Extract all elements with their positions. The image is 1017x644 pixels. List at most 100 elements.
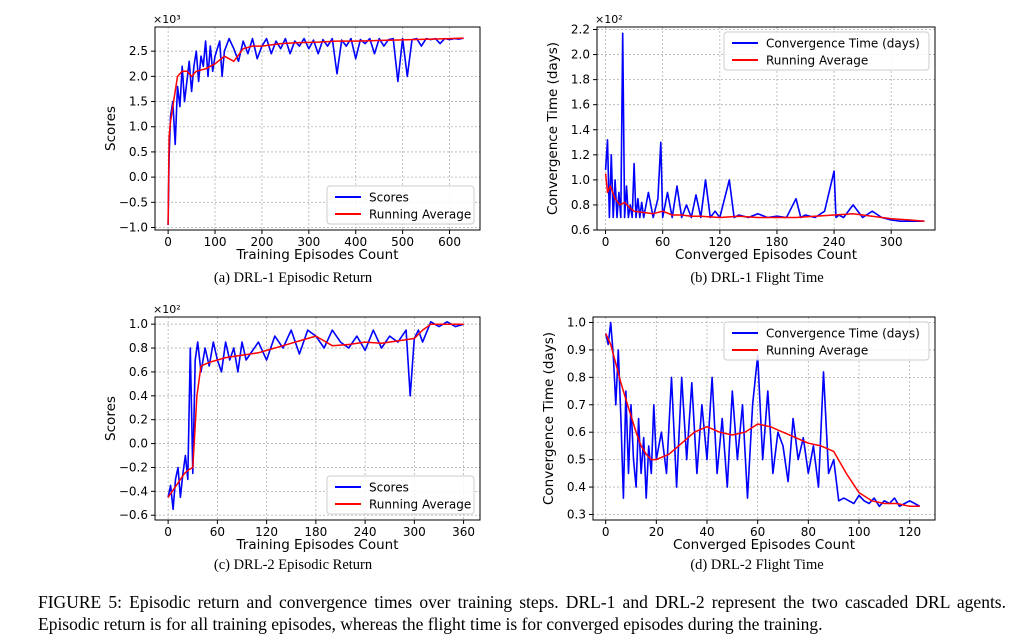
- legend-label: Scores: [369, 191, 409, 205]
- y-tick-label: 1.5: [129, 95, 148, 109]
- chart-a: 0 100 200 300 400 500 600 −1.0 −0.5 0.0 0.5 1.0 1.5 2…: [103, 13, 481, 286]
- y-tick-label: −0.4: [119, 484, 148, 498]
- legend: Scores Running Average: [326, 185, 475, 225]
- y-tick-label: 0.0: [129, 437, 148, 451]
- y-axis-label: Convergence Time (days): [545, 42, 561, 215]
- legend: Convergence Time (days) Running Average: [723, 31, 930, 71]
- x-tick-label: 400: [344, 235, 367, 249]
- x-tick-label: 120: [255, 525, 278, 539]
- x-tick-label: 600: [438, 235, 461, 249]
- legend-label: Convergence Time (days): [766, 37, 920, 51]
- y-tick-label: 1.8: [571, 73, 590, 87]
- y-tick-label: 0.9: [567, 343, 586, 357]
- legend-label: Convergence Time (days): [766, 327, 920, 341]
- x-axis-label: Training Episodes Count: [236, 247, 399, 263]
- axis-multiplier: ×10²: [153, 303, 181, 316]
- series-line-running-average: [604, 173, 925, 222]
- legend-label: Running Average: [369, 498, 471, 512]
- y-axis-label: Scores: [103, 396, 119, 441]
- y-tick-label: 0.6: [571, 223, 590, 237]
- y-tick-label: 0.7: [567, 398, 586, 412]
- y-tick-label: 1.4: [571, 123, 590, 137]
- series-line-primary: [604, 321, 921, 508]
- y-tick-label: 0.5: [129, 145, 148, 159]
- series-line-primary: [167, 37, 464, 226]
- y-tick-label: 1.6: [571, 98, 590, 112]
- legend-label: Running Average: [766, 54, 868, 68]
- y-tick-label: 0.4: [567, 480, 586, 494]
- y-tick-label: 2.0: [571, 48, 590, 62]
- subfigure-caption: (c) DRL-2 Episodic Return: [214, 557, 373, 573]
- legend-box: [723, 321, 930, 361]
- axis-multiplier: ×10³: [153, 13, 181, 26]
- series-line-running-average: [605, 333, 920, 508]
- x-tick-label: 60: [655, 235, 670, 249]
- chart-c: 0 60 120 180 240 300 360 −0.6 −0.4 −0.2 0.0 0.2 0.4 0…: [103, 303, 481, 573]
- x-tick-label: 240: [823, 235, 846, 249]
- legend-label: Scores: [369, 481, 409, 495]
- x-tick-label: 360: [452, 525, 475, 539]
- y-tick-label: 0.6: [129, 365, 148, 379]
- y-tick-label: 0.2: [129, 413, 148, 427]
- x-tick-label: 0: [602, 235, 610, 249]
- x-axis-label: Converged Episodes Count: [675, 247, 857, 263]
- x-tick-label: 100: [848, 525, 871, 539]
- plot-frame: [596, 26, 936, 231]
- x-tick-label: 300: [297, 235, 320, 249]
- x-tick-label: 20: [649, 525, 664, 539]
- plot-frame: [592, 316, 936, 521]
- legend: Scores Running Average: [326, 475, 475, 515]
- y-tick-label: 0.5: [567, 453, 586, 467]
- x-tick-label: 500: [391, 235, 414, 249]
- y-tick-label: −1.0: [119, 220, 148, 234]
- y-tick-label: 1.2: [571, 148, 590, 162]
- y-tick-label: 0.0: [129, 170, 148, 184]
- series-line-running-average: [167, 323, 464, 498]
- x-tick-label: 40: [699, 525, 714, 539]
- x-tick-label: 240: [354, 525, 377, 539]
- x-tick-label: 180: [765, 235, 788, 249]
- x-tick-label: 60: [750, 525, 765, 539]
- x-tick-label: 200: [250, 235, 273, 249]
- x-tick-label: 300: [403, 525, 426, 539]
- figure-caption: FIGURE 5: Episodic return and convergenc…: [38, 592, 1006, 634]
- series-line-primary: [604, 32, 925, 222]
- legend-label: Running Average: [766, 344, 868, 358]
- y-axis-label: Scores: [103, 106, 119, 151]
- y-tick-label: 1.0: [129, 120, 148, 134]
- y-tick-label: 1.0: [571, 173, 590, 187]
- y-tick-label: 0.8: [571, 198, 590, 212]
- legend: Convergence Time (days) Running Average: [723, 321, 930, 361]
- axis-multiplier: ×10²: [595, 13, 623, 26]
- x-tick-label: 0: [164, 525, 172, 539]
- x-tick-label: 0: [164, 235, 172, 249]
- chart-b: 0 60 120 180 240 300 0.6 0.8 1.0 1.2 1.4 1.6 1.8 2.0 2…: [545, 13, 936, 286]
- legend-box: [723, 31, 930, 71]
- x-tick-label: 80: [801, 525, 816, 539]
- chart-d: 0 20 40 60 80 100 120 0.3 0.4 0.5 0.6 0.7 0.8 0.9 1.0 C…: [541, 315, 936, 573]
- y-tick-label: 0.8: [567, 370, 586, 384]
- x-tick-label: 0: [602, 525, 610, 539]
- y-tick-label: 0.8: [129, 341, 148, 355]
- y-tick-label: 2.0: [129, 69, 148, 83]
- x-tick-label: 180: [304, 525, 327, 539]
- subfigure-caption: (b) DRL-1 Flight Time: [690, 270, 823, 286]
- x-tick-label: 300: [880, 235, 903, 249]
- plot-frame: [154, 316, 481, 521]
- y-tick-label: 1.0: [567, 315, 586, 329]
- y-axis-label: Convergence Time (days): [541, 332, 557, 505]
- y-tick-label: 1.0: [129, 317, 148, 331]
- y-tick-label: −0.2: [119, 460, 148, 474]
- y-tick-label: 0.6: [567, 425, 586, 439]
- y-tick-label: 0.4: [129, 389, 148, 403]
- x-tick-label: 60: [210, 525, 225, 539]
- x-axis-label: Training Episodes Count: [236, 537, 399, 553]
- plot-frame: [154, 26, 481, 231]
- x-tick-label: 120: [708, 235, 731, 249]
- y-tick-label: 2.5: [129, 44, 148, 58]
- subfigure-caption: (d) DRL-2 Flight Time: [690, 557, 823, 573]
- y-tick-label: 0.3: [567, 508, 586, 522]
- legend-box: [326, 185, 475, 225]
- x-tick-label: 120: [898, 525, 921, 539]
